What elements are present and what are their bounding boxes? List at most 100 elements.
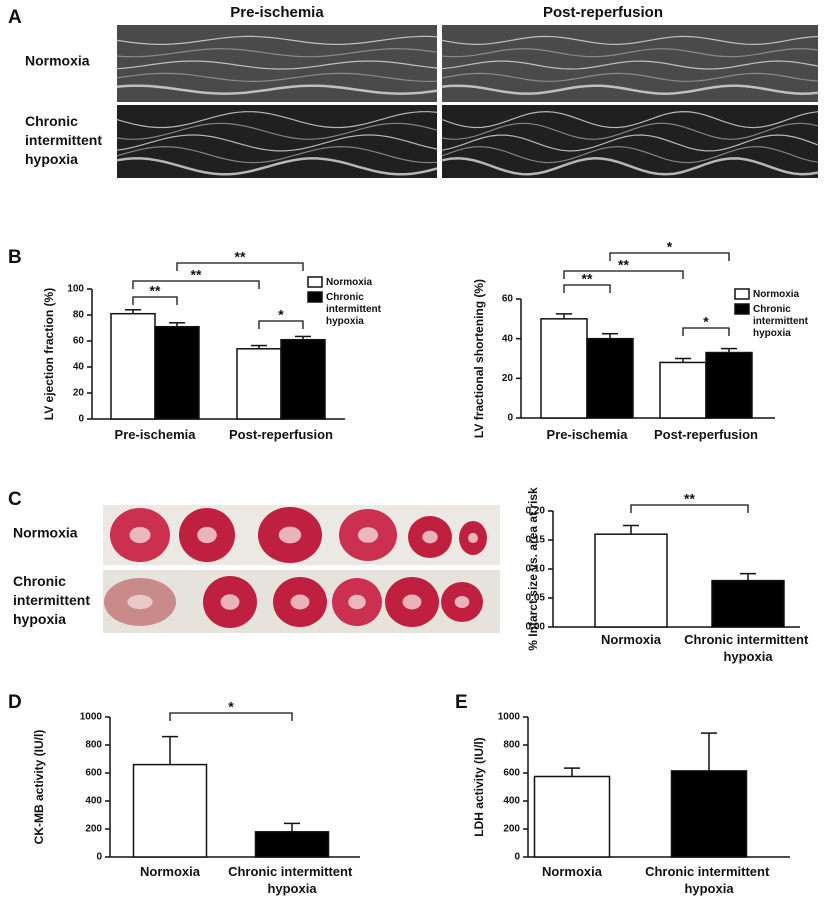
y-axis-label: % Infarct size vs. area at risk <box>526 487 540 651</box>
significance-bracket <box>176 262 304 271</box>
significance-bracket <box>563 284 611 293</box>
heart-slice-center <box>278 526 302 544</box>
bar <box>280 338 326 420</box>
significance-label: ** <box>150 283 161 299</box>
y-axis-label: LV ejection fraction (%) <box>42 288 56 420</box>
significance-label: * <box>228 699 234 715</box>
echo-trace <box>116 84 438 95</box>
y-tick-label: 0.15 <box>526 535 546 546</box>
significance-bracket <box>132 280 260 289</box>
y-tick-label: 0 <box>514 852 520 863</box>
x-tick-label: Post-reperfusion <box>229 427 333 442</box>
y-tick-label: 800 <box>503 740 520 751</box>
heart-slice-center <box>402 594 422 610</box>
panel-label: C <box>8 489 22 510</box>
bar <box>533 775 611 858</box>
significance-label: ** <box>191 267 202 283</box>
y-tick-label: 0.05 <box>526 593 546 604</box>
legend-swatch <box>307 276 323 288</box>
y-tick-label: 0 <box>507 413 513 424</box>
significance-bracket <box>169 712 293 721</box>
significance-bracket <box>682 327 730 336</box>
significance-label: * <box>703 314 709 330</box>
heart-slice-center <box>127 594 153 610</box>
bar <box>659 361 707 419</box>
x-tick-label: Chronic intermittent hypoxia <box>645 864 773 896</box>
echo-trace <box>116 111 438 129</box>
column-label: Pre-ischemia <box>230 4 324 21</box>
bar <box>110 312 156 420</box>
echo-trace <box>116 72 438 83</box>
y-tick-label: 0 <box>78 414 84 425</box>
legend-swatch <box>734 303 750 315</box>
echo-trace <box>116 122 438 140</box>
x-tick-label: Normoxia <box>140 864 201 879</box>
row-label: Chronic intermittent hypoxia <box>13 573 94 627</box>
y-tick-label: 400 <box>85 796 102 807</box>
row-label: Chronic intermittent hypoxia <box>25 113 106 167</box>
echo-trace <box>441 35 819 46</box>
bar <box>705 351 753 419</box>
bar <box>586 337 634 419</box>
significance-label: ** <box>582 271 593 287</box>
y-tick-label: 200 <box>85 824 102 835</box>
x-tick-label: Normoxia <box>542 864 603 879</box>
heart-slice-center <box>348 594 366 610</box>
legend-label: Normoxia <box>753 289 800 300</box>
x-tick-label: Normoxia <box>601 632 662 647</box>
echo-trace <box>116 60 438 70</box>
echo-trace <box>116 35 438 45</box>
echo-trace <box>116 157 438 176</box>
y-tick-label: 0 <box>96 852 102 863</box>
heart-slice-center <box>357 527 379 543</box>
x-tick-label: Pre-ischemia <box>547 427 629 442</box>
row-label: Normoxia <box>25 53 90 69</box>
y-tick-label: 1000 <box>80 712 103 723</box>
y-tick-label: 20 <box>502 373 514 384</box>
bar <box>254 831 330 858</box>
echo-trace <box>441 122 819 140</box>
y-tick-label: 1000 <box>498 712 521 723</box>
echo-trace <box>441 72 819 82</box>
significance-label: ** <box>235 249 246 265</box>
panel-label: B <box>8 247 22 268</box>
significance-bracket <box>132 296 178 305</box>
echo-trace <box>116 134 438 152</box>
echo-trace <box>441 134 819 152</box>
heart-slice-center <box>129 526 151 544</box>
heart-slice-center <box>197 526 217 544</box>
legend-swatch <box>734 288 750 300</box>
y-tick-label: 20 <box>73 388 85 399</box>
y-tick-label: 60 <box>73 336 85 347</box>
heart-slice-center <box>220 594 240 610</box>
legend-swatch <box>307 291 323 303</box>
echo-trace <box>116 48 438 58</box>
x-tick-label: Pre-ischemia <box>115 427 197 442</box>
echo-trace <box>441 48 819 58</box>
echo-trace <box>116 145 438 164</box>
echo-trace <box>441 84 819 95</box>
y-tick-label: 800 <box>85 740 102 751</box>
heart-slice-center <box>454 596 470 608</box>
y-tick-label: 200 <box>503 824 520 835</box>
x-tick-label: Post-reperfusion <box>654 427 758 442</box>
x-tick-label: Chronic intermittent hypoxia <box>684 632 812 664</box>
legend-label: Chronic intermittent hypoxia <box>753 304 811 339</box>
significance-label: * <box>278 307 284 323</box>
significance-bracket <box>609 252 730 261</box>
y-tick-label: 0.20 <box>526 506 546 517</box>
y-axis-label: CK-MB activity (IU/l) <box>32 730 46 845</box>
bar <box>594 533 668 628</box>
bar <box>540 318 588 419</box>
heart-slice-center <box>468 532 478 544</box>
x-tick-label: Chronic intermittent hypoxia <box>228 864 356 896</box>
echo-image <box>117 105 437 178</box>
y-tick-label: 60 <box>502 294 514 305</box>
column-label: Post-reperfusion <box>543 4 663 21</box>
heart-slice-center <box>422 530 438 544</box>
legend-label: Normoxia <box>326 277 373 288</box>
bar <box>236 348 282 420</box>
echo-trace <box>441 145 819 164</box>
significance-bracket <box>258 320 304 329</box>
